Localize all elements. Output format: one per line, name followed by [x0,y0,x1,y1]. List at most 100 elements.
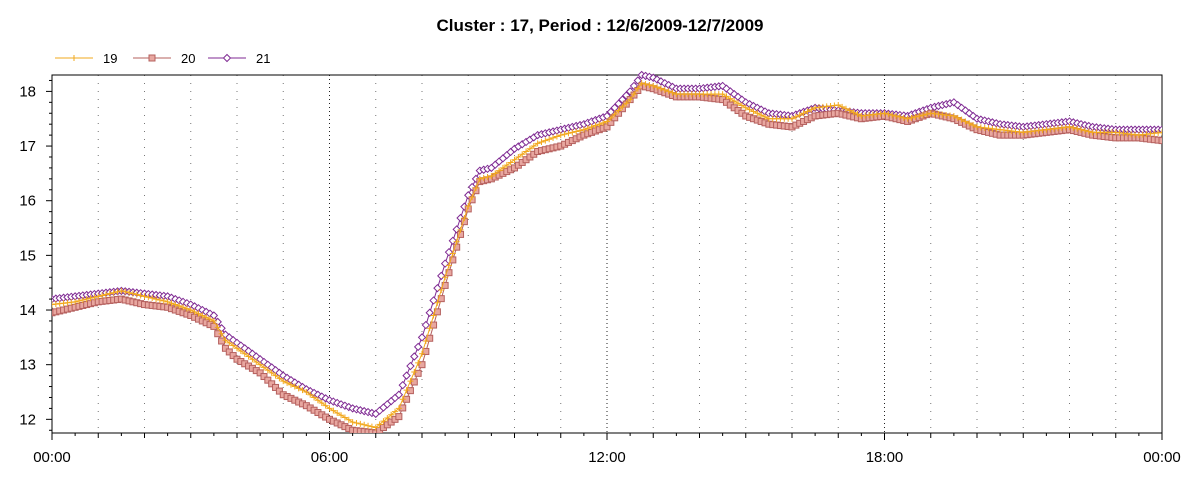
data-point [604,118,610,125]
data-point [229,352,237,360]
x-tick-label: 06:00 [311,449,349,466]
y-tick-label: 14 [19,302,36,319]
data-point [519,151,526,158]
data-point [646,82,653,89]
data-point [392,408,399,415]
data-point [615,107,622,114]
x-tick-label: 00:00 [1143,449,1181,466]
data-point [592,122,599,129]
data-point [195,310,202,317]
data-point [83,296,90,303]
data-point [91,294,98,301]
data-point [499,164,506,171]
data-point [492,170,499,177]
data-point [452,225,461,234]
data-point [87,295,94,302]
data-point [402,371,411,380]
data-point [437,271,446,281]
data-point [453,238,460,245]
data-point [1085,128,1092,135]
data-point [600,119,607,126]
data-point [553,133,560,140]
data-point [465,203,472,210]
data-point [264,367,271,374]
legend-label: 19 [103,51,117,66]
data-point [488,173,495,180]
data-point [410,378,418,386]
data-point [307,391,314,398]
data-point [311,394,318,401]
data-point [357,420,364,427]
data-point [421,320,431,330]
data-point [440,259,450,268]
data-point [735,100,742,107]
data-point [129,290,136,297]
data-point [1078,126,1085,133]
data-point [1066,123,1073,130]
data-point [614,99,623,108]
data-point [434,299,441,306]
data-point [156,297,163,304]
data-point [476,175,483,182]
data-point [796,112,803,119]
data-point [534,140,541,147]
data-point [257,361,264,368]
data-point [654,84,661,91]
data-point [133,291,140,298]
data-point [835,102,842,109]
data-point [413,342,423,352]
legend-item-21: 21 [208,51,270,66]
data-point [1074,125,1081,132]
data-point [627,96,634,103]
legend-item-19: 19 [55,51,117,66]
data-point [762,113,769,120]
data-point [399,396,406,403]
y-axis: 12 13 14 15 16 17 18 [19,79,52,431]
data-point [322,402,329,409]
data-point [330,407,337,414]
data-point [607,114,614,121]
data-point [800,110,807,117]
data-point [448,236,458,245]
data-point [789,115,795,122]
data-point [203,314,210,321]
data-point [461,215,468,222]
data-point [145,294,152,301]
data-point [160,297,167,304]
data-point [738,102,745,109]
data-point [394,390,404,399]
y-tick-label: 15 [19,247,36,264]
data-point [920,112,927,119]
data-point [430,312,437,319]
data-point [449,256,457,264]
y-tick-label: 13 [19,357,36,374]
data-point [754,110,761,117]
data-point [526,145,533,152]
data-point [299,387,306,394]
data-point [75,297,82,304]
data-point [634,85,641,92]
legend-item-20: 20 [133,51,195,66]
data-point [225,348,233,356]
data-point [187,307,194,314]
data-point [596,121,603,128]
data-point [418,361,426,369]
data-point [426,325,433,332]
data-point [954,114,961,121]
data-point [1158,137,1162,145]
data-point [881,110,888,117]
data-point [846,107,853,114]
data-point [445,269,453,277]
data-point [480,174,487,181]
data-point [507,159,514,166]
data-point [234,345,240,352]
data-point [511,156,518,163]
data-point [419,350,425,357]
legend-label: 21 [256,51,270,66]
data-point [241,350,248,357]
data-point [611,111,618,118]
data-point [746,106,753,113]
data-point [376,421,383,428]
